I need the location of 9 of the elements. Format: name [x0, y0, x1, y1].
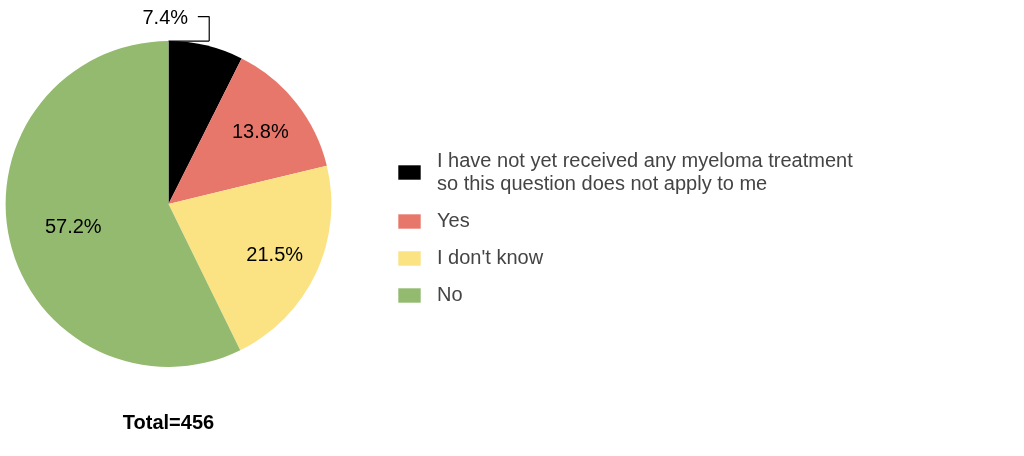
- data-label: 57.2%: [44, 215, 102, 238]
- data-label: 13.8%: [231, 120, 289, 143]
- legend-label: Yes: [437, 209, 470, 232]
- data-label: 7.4%: [142, 5, 189, 28]
- data-label: 21.5%: [246, 242, 304, 265]
- text: Total=456: [122, 411, 215, 434]
- legend-label: I have not yet received any myeloma treatment so this question does not apply to me: [437, 149, 853, 195]
- legend-label: I don't know: [437, 246, 544, 269]
- legend-label: No: [437, 283, 463, 306]
